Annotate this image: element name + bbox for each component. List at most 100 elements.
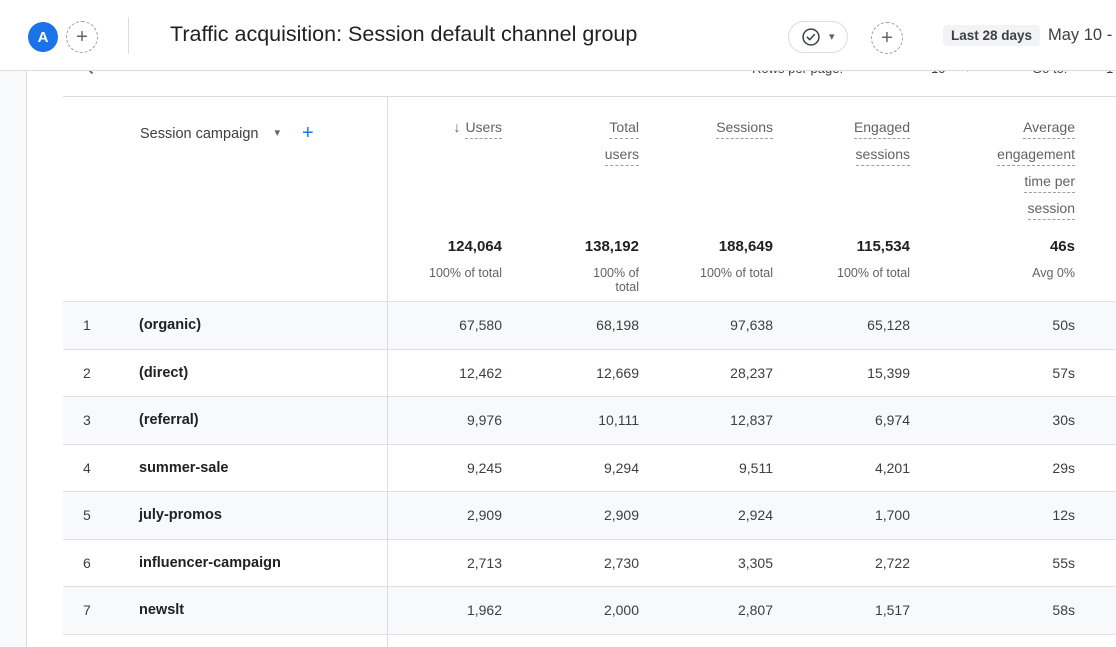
total-sub: 100% of total (429, 266, 502, 280)
row-index: 4 (83, 459, 91, 476)
cell-avg-engagement-time: 29s (1052, 459, 1075, 476)
row-index: 2 (83, 364, 91, 381)
app-header: A + Traffic acquisition: Session default… (0, 0, 1116, 71)
total-value: 138,192 (584, 238, 639, 255)
chevron-down-icon[interactable]: ▾ (274, 127, 281, 139)
row-index: 6 (83, 554, 91, 571)
column-header-label: Engaged sessions (853, 119, 910, 166)
cell-sessions: 2,807 (737, 602, 773, 619)
cell-avg-engagement-time: 50s (1052, 317, 1075, 334)
cell-engaged-sessions: 1,700 (874, 507, 910, 524)
total-value: 188,649 (718, 238, 773, 255)
cell-engaged-sessions: 65,128 (867, 317, 910, 334)
cell-total-users: 2,730 (603, 554, 639, 571)
cell-total-users: 68,198 (596, 317, 639, 334)
table-top-border (63, 96, 1116, 97)
table-row[interactable]: 2 (direct) 12,462 12,669 28,237 15,399 5… (63, 349, 1116, 397)
chevron-down-icon: ▾ (829, 30, 835, 43)
cell-users: 12,462 (459, 364, 502, 381)
header-divider (128, 17, 129, 54)
total-sub: Avg 0% (1032, 266, 1075, 280)
row-index: 3 (83, 412, 91, 429)
campaign-name: influencer-campaign (139, 554, 281, 571)
cell-engaged-sessions: 6,974 (874, 412, 910, 429)
cell-sessions: 9,511 (739, 459, 773, 476)
totals-total-users: 138,192 100% of total (579, 238, 639, 294)
campaign-name: summer-sale (139, 459, 229, 476)
table-row[interactable]: 7 newslt 1,962 2,000 2,807 1,517 58s (63, 587, 1116, 635)
cell-sessions: 28,237 (730, 364, 773, 381)
totals-sessions: 188,649 100% of total (663, 238, 773, 280)
dimension-header: Session campaign ▾ + (140, 122, 314, 145)
date-range-value[interactable]: May 10 - (1048, 26, 1113, 44)
row-index: 1 (83, 317, 91, 334)
total-sub: 100% of total (593, 266, 639, 294)
cell-engaged-sessions: 4,201 (874, 459, 910, 476)
campaign-name: (referral) (139, 412, 199, 429)
cell-total-users: 12,669 (596, 364, 639, 381)
column-header-avg-engagement-time[interactable]: Average engagement time per session (975, 114, 1075, 222)
cell-users: 2,713 (466, 554, 502, 571)
cell-users: 9,976 (466, 412, 502, 429)
table-row[interactable]: 5 july-promos 2,909 2,909 2,924 1,700 12… (63, 492, 1116, 540)
table-row[interactable]: 6 influencer-campaign 2,713 2,730 3,305 … (63, 539, 1116, 587)
table-body: 1 (organic) 67,580 68,198 97,638 65,128 … (63, 301, 1116, 635)
cell-total-users: 10,111 (598, 412, 639, 429)
dimension-dropdown[interactable]: Session campaign (140, 125, 259, 142)
column-header-engaged-sessions[interactable]: Engaged sessions (810, 114, 910, 168)
total-value: 46s (1049, 238, 1075, 255)
column-header-label: Users (465, 119, 502, 139)
cell-total-users: 9,294 (603, 459, 639, 476)
row-index: 7 (83, 602, 91, 619)
totals-users: 124,064 100% of total (382, 238, 502, 280)
cell-sessions: 2,924 (737, 507, 773, 524)
total-value: 115,534 (856, 238, 910, 255)
check-circle-icon (802, 28, 820, 46)
table-row[interactable]: 1 (organic) 67,580 68,198 97,638 65,128 … (63, 302, 1116, 350)
column-header-label: Sessions (716, 119, 773, 139)
cell-avg-engagement-time: 57s (1052, 364, 1075, 381)
total-value: 124,064 (447, 238, 502, 255)
cell-users: 67,580 (459, 317, 502, 334)
cell-engaged-sessions: 15,399 (867, 364, 910, 381)
cell-avg-engagement-time: 30s (1052, 412, 1075, 429)
plus-icon: + (76, 25, 88, 48)
date-range-chip[interactable]: Last 28 days (943, 25, 1041, 46)
campaign-name: july-promos (139, 507, 222, 524)
add-comparison-button[interactable]: + (66, 21, 98, 53)
column-header-label: Average engagement time per session (997, 119, 1075, 220)
add-dimension-button[interactable]: + (302, 122, 314, 144)
cell-users: 1,962 (466, 602, 502, 619)
cell-avg-engagement-time: 12s (1052, 507, 1075, 524)
column-header-users[interactable]: ↓ Users (382, 114, 502, 141)
totals-avg-engagement-time: 46s Avg 0% (975, 238, 1075, 280)
cell-engaged-sessions: 2,722 (874, 554, 910, 571)
total-sub: 100% of total (700, 266, 773, 280)
add-segment-button[interactable]: + (871, 22, 903, 54)
cell-avg-engagement-time: 58s (1052, 602, 1075, 619)
cell-sessions: 97,638 (730, 317, 773, 334)
page-title: Traffic acquisition: Session default cha… (170, 22, 638, 46)
column-header-label: Total users (604, 119, 639, 166)
table-row[interactable]: 4 summer-sale 9,245 9,294 9,511 4,201 29… (63, 444, 1116, 492)
row-index: 5 (83, 507, 91, 524)
cell-sessions: 12,837 (730, 412, 773, 429)
column-header-sessions[interactable]: Sessions (663, 114, 773, 141)
campaign-name: (direct) (139, 364, 189, 381)
table-row[interactable]: 3 (referral) 9,976 10,111 12,837 6,974 3… (63, 397, 1116, 445)
cell-avg-engagement-time: 55s (1052, 554, 1075, 571)
column-header-total-users[interactable]: Total users (579, 114, 639, 168)
campaign-name: newslt (139, 602, 185, 619)
cell-users: 9,245 (466, 459, 502, 476)
cell-total-users: 2,909 (603, 507, 639, 524)
report-status-dropdown[interactable]: ▾ (788, 21, 848, 53)
cell-users: 2,909 (466, 507, 502, 524)
cell-engaged-sessions: 1,517 (874, 602, 910, 619)
sort-descending-icon: ↓ (453, 119, 461, 135)
total-sub: 100% of total (837, 266, 910, 280)
campaign-name: (organic) (139, 317, 202, 334)
avatar[interactable]: A (28, 22, 58, 52)
totals-engaged-sessions: 115,534 100% of total (810, 238, 910, 280)
page-background-strip (0, 70, 27, 647)
